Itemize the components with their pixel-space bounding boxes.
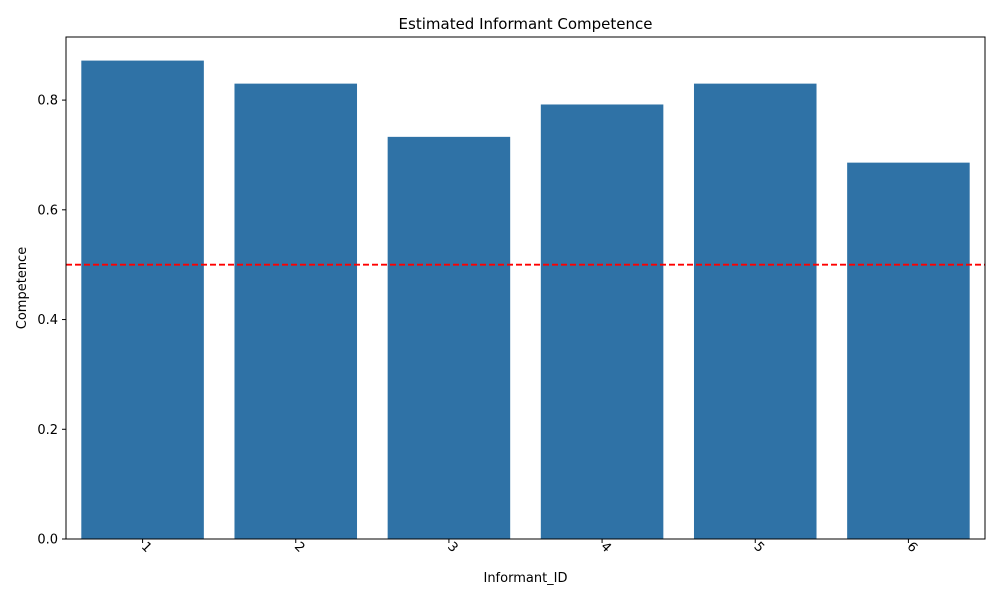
x-axis-label: Informant_ID <box>483 571 567 586</box>
bar-5 <box>693 83 817 539</box>
y-tick-label: 0.4 <box>37 313 58 328</box>
y-tick-label: 0.0 <box>37 533 58 548</box>
bar-4 <box>540 104 664 539</box>
bar-1 <box>81 60 204 540</box>
bar-6 <box>847 162 970 540</box>
y-tick-label: 0.6 <box>37 203 58 218</box>
bar-3 <box>387 136 511 539</box>
bar-2 <box>234 83 358 539</box>
y-tick-label: 0.2 <box>37 423 58 438</box>
y-tick-label: 0.8 <box>37 94 58 109</box>
y-axis: 0.0 0.2 0.4 0.6 0.8 <box>37 94 66 548</box>
plot-frame <box>65 36 986 540</box>
y-axis-label: Competence <box>15 247 30 329</box>
bars-group <box>81 60 970 540</box>
chart-title: Estimated Informant Competence <box>399 15 653 33</box>
